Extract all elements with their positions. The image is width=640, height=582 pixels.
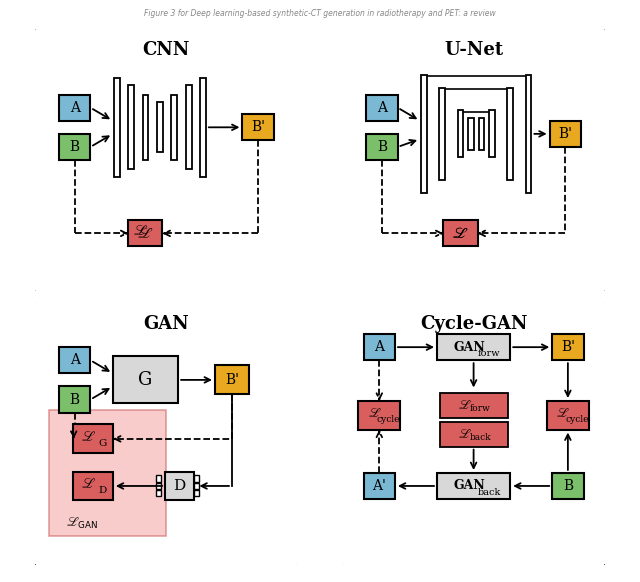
Text: A: A [374, 340, 384, 354]
FancyBboxPatch shape [59, 386, 90, 413]
FancyBboxPatch shape [437, 473, 510, 499]
Bar [156, 483, 161, 489]
FancyBboxPatch shape [340, 300, 607, 567]
FancyBboxPatch shape [552, 473, 584, 499]
Text: $\mathscr{L}$: $\mathscr{L}$ [452, 226, 468, 241]
Text: GAN: GAN [143, 315, 189, 332]
Bar [186, 86, 191, 169]
FancyBboxPatch shape [59, 134, 90, 160]
Text: $\mathscr{L}_{\mathrm{GAN}}$: $\mathscr{L}_{\mathrm{GAN}}$ [67, 514, 99, 531]
Text: $\mathscr{L}$: $\mathscr{L}$ [81, 430, 96, 443]
Text: B: B [70, 140, 80, 154]
Text: $\mathscr{L}$: $\mathscr{L}$ [138, 226, 154, 241]
Text: back: back [477, 488, 501, 497]
FancyBboxPatch shape [547, 401, 589, 430]
FancyBboxPatch shape [74, 424, 113, 453]
Text: GAN: GAN [454, 480, 486, 492]
Text: cycle: cycle [565, 416, 589, 424]
FancyBboxPatch shape [440, 393, 508, 418]
Text: D: D [98, 486, 106, 495]
Bar [439, 88, 445, 180]
Text: B': B' [251, 120, 265, 134]
Text: forw: forw [470, 404, 491, 413]
Bar [489, 111, 495, 158]
Text: U-Net: U-Net [444, 41, 503, 59]
FancyBboxPatch shape [74, 471, 113, 501]
Text: $\mathscr{L}$: $\mathscr{L}$ [452, 226, 468, 241]
Text: A: A [70, 101, 80, 115]
FancyBboxPatch shape [59, 347, 90, 374]
Bar [156, 490, 161, 496]
Bar [479, 118, 484, 150]
Bar [157, 102, 163, 152]
FancyBboxPatch shape [33, 26, 300, 294]
Text: CNN: CNN [143, 41, 190, 59]
FancyBboxPatch shape [366, 95, 397, 121]
Bar [156, 475, 161, 482]
FancyBboxPatch shape [340, 26, 607, 294]
Text: B: B [70, 392, 80, 407]
Text: D: D [173, 479, 186, 493]
Bar [200, 77, 206, 177]
Text: back: back [469, 433, 491, 442]
Bar [421, 75, 427, 193]
Bar [114, 77, 120, 177]
Text: $\mathscr{L}$: $\mathscr{L}$ [556, 406, 570, 420]
FancyBboxPatch shape [165, 471, 194, 501]
Text: B': B' [558, 127, 572, 141]
FancyBboxPatch shape [243, 114, 274, 140]
FancyBboxPatch shape [59, 95, 90, 121]
FancyBboxPatch shape [440, 422, 508, 447]
Bar [468, 118, 474, 150]
Text: forw: forw [478, 349, 500, 358]
Text: $\mathscr{L}$: $\mathscr{L}$ [368, 406, 381, 420]
FancyBboxPatch shape [552, 334, 584, 360]
Text: Figure 3 for Deep learning-based synthetic-CT generation in radiotherapy and PET: Figure 3 for Deep learning-based synthet… [144, 9, 496, 17]
FancyBboxPatch shape [444, 221, 477, 247]
Text: $\mathscr{L}$: $\mathscr{L}$ [458, 427, 471, 441]
Text: B: B [563, 479, 573, 493]
Bar [172, 95, 177, 160]
Text: $\mathscr{L}$: $\mathscr{L}$ [458, 398, 471, 412]
Text: cycle: cycle [377, 416, 400, 424]
FancyBboxPatch shape [49, 410, 166, 535]
FancyBboxPatch shape [33, 300, 300, 567]
Bar [128, 86, 134, 169]
Text: Cycle-GAN: Cycle-GAN [420, 315, 527, 332]
Bar [458, 111, 463, 158]
Text: A': A' [372, 479, 387, 493]
Bar [194, 483, 199, 489]
Text: G: G [138, 371, 152, 389]
Bar [508, 88, 513, 180]
FancyBboxPatch shape [364, 334, 395, 360]
Text: $\mathscr{L}$: $\mathscr{L}$ [133, 224, 148, 238]
Text: GAN: GAN [454, 340, 486, 354]
FancyBboxPatch shape [113, 356, 178, 403]
FancyBboxPatch shape [215, 365, 249, 395]
FancyBboxPatch shape [129, 221, 163, 247]
FancyBboxPatch shape [358, 401, 400, 430]
Text: A: A [377, 101, 387, 115]
Bar [143, 95, 148, 160]
FancyBboxPatch shape [364, 473, 395, 499]
Text: G: G [98, 439, 106, 448]
Text: A: A [70, 353, 80, 367]
Text: B: B [377, 140, 387, 154]
Text: B': B' [561, 340, 575, 354]
FancyBboxPatch shape [366, 134, 397, 160]
Bar [525, 75, 531, 193]
Bar [194, 490, 199, 496]
FancyBboxPatch shape [550, 121, 581, 147]
FancyBboxPatch shape [437, 334, 510, 360]
Text: B': B' [225, 373, 239, 387]
Text: $\mathscr{L}$: $\mathscr{L}$ [81, 477, 96, 491]
Bar [194, 475, 199, 482]
